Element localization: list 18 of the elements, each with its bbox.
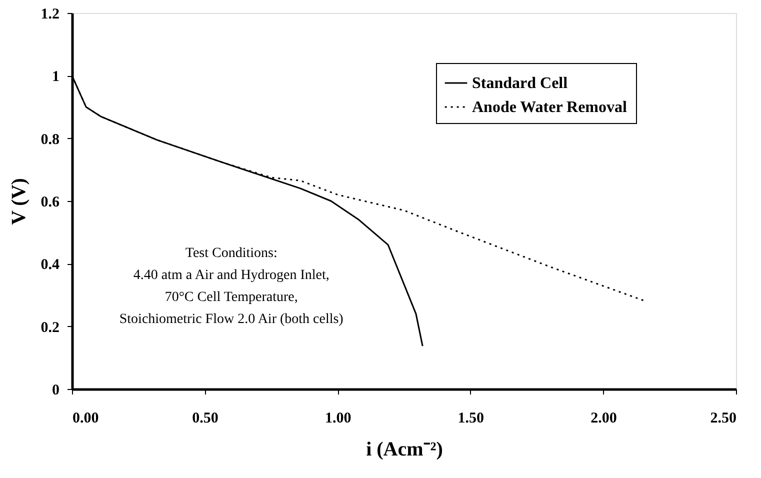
- legend-label: Anode Water Removal: [472, 99, 628, 116]
- legend-label: Standard Cell: [472, 75, 568, 92]
- y-tick-label: 1.2: [40, 6, 60, 22]
- x-tick-label: 1.50: [458, 410, 484, 426]
- x-tick-label: 0.00: [72, 410, 99, 426]
- x-tick-label: 2.50: [710, 410, 736, 426]
- y-tick-label: 0: [52, 382, 60, 398]
- x-axis-title: i (Acm⁻²): [366, 438, 443, 460]
- y-tick-label: 1: [52, 69, 60, 86]
- y-tick-label: 0.4: [40, 257, 60, 274]
- x-tick-label: 0.50: [192, 410, 218, 426]
- annotation: Test Conditions: 4.40 atm a Air and Hydrogen Inlet, 70°C Cell Temperature, Stoichiometric Flow 2.0 Air (both cells): [119, 246, 344, 328]
- x-tick-label: 1.00: [324, 410, 352, 426]
- y-tick-label: 0.6: [40, 194, 60, 210]
- y-tick-label: 0.8: [40, 132, 60, 148]
- x-tick-label: 2.00: [590, 410, 617, 426]
- y-axis-title: V (V): [8, 178, 30, 225]
- y-tick-label: 0.2: [40, 320, 60, 336]
